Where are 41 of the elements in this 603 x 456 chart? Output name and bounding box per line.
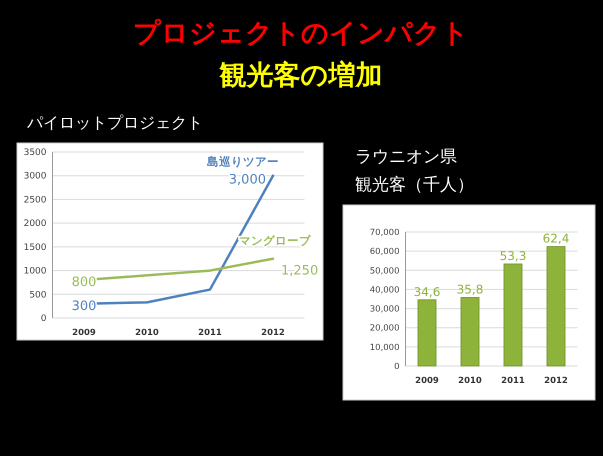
x-tick-label: 2012 bbox=[261, 328, 285, 338]
x-tick-label: 2009 bbox=[72, 328, 96, 338]
series-label: マングローブ bbox=[239, 234, 312, 248]
y-tick-label: 10,000 bbox=[370, 342, 400, 353]
y-tick-label: 3000 bbox=[24, 172, 47, 182]
bar bbox=[460, 297, 480, 366]
y-tick-label: 20,000 bbox=[370, 324, 400, 334]
series-label: 島巡りツアー bbox=[207, 154, 279, 169]
y-tick-label: 50,000 bbox=[370, 266, 400, 276]
y-tick-label: 1500 bbox=[24, 242, 47, 253]
x-tick-label: 2009 bbox=[415, 376, 439, 386]
y-tick-label: 500 bbox=[29, 290, 47, 300]
annotation: 34,6 bbox=[414, 284, 440, 299]
bar bbox=[418, 299, 436, 366]
annotation: 35,8 bbox=[456, 282, 484, 296]
data-label: 1,250 bbox=[281, 264, 318, 279]
y-tick-label: 60,000 bbox=[370, 247, 400, 258]
annotation: 53,3 bbox=[500, 248, 526, 263]
chart-title: ラウニオン県 bbox=[355, 147, 457, 167]
bar bbox=[546, 246, 566, 366]
y-tick-label: 1000 bbox=[24, 266, 47, 277]
chart-title: プロジェクトのインパクト bbox=[133, 18, 469, 49]
y-tick-label: 2000 bbox=[24, 219, 47, 230]
x-tick-label: 2012 bbox=[544, 376, 568, 386]
y-tick-label: 0 bbox=[394, 362, 400, 372]
y-tick-label: 40,000 bbox=[370, 285, 400, 296]
y-tick-label: 2500 bbox=[24, 195, 47, 206]
data-label: 3,000 bbox=[228, 172, 266, 188]
y-tick-label: 30,000 bbox=[370, 304, 400, 315]
text: パイロットプロジェクト bbox=[26, 113, 203, 132]
y-tick-label: 0 bbox=[40, 314, 47, 324]
chart-subtitle: 観光客の増加 bbox=[218, 60, 382, 91]
x-tick-label: 2011 bbox=[501, 376, 525, 386]
y-tick-label: 70,000 bbox=[370, 228, 400, 238]
y-tick-label: 3500 bbox=[24, 148, 47, 158]
annotation: 62,4 bbox=[542, 232, 570, 246]
x-tick-label: 2011 bbox=[198, 328, 222, 338]
x-tick-label: 2010 bbox=[135, 328, 159, 338]
chart-subtitle: 観光客（千人） bbox=[355, 175, 474, 195]
bar bbox=[504, 264, 522, 366]
x-tick-label: 2010 bbox=[458, 376, 482, 386]
